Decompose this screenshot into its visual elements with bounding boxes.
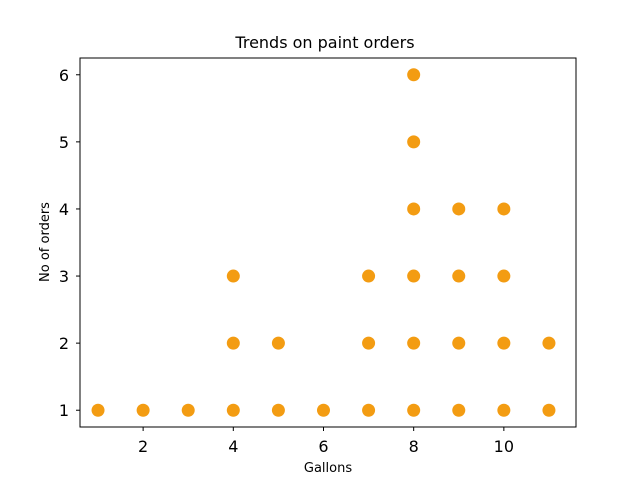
data-point — [497, 202, 511, 216]
data-point — [452, 336, 466, 350]
x-tick-label: 4 — [228, 437, 238, 456]
data-point — [452, 269, 466, 283]
chart-title: Trends on paint orders — [234, 33, 414, 52]
x-tick-label: 10 — [494, 437, 514, 456]
data-point — [407, 135, 421, 149]
data-point — [271, 336, 285, 350]
data-point — [407, 403, 421, 417]
plot-area-frame — [79, 57, 577, 428]
x-tick-label: 6 — [318, 437, 328, 456]
x-tick-label: 2 — [138, 437, 148, 456]
data-point — [226, 336, 240, 350]
y-axis-ticks: 1 2 3 4 5 6 — [59, 66, 80, 420]
y-tick-label: 3 — [59, 267, 69, 286]
data-point — [497, 269, 511, 283]
data-point — [316, 403, 330, 417]
data-point — [497, 336, 511, 350]
x-axis-ticks: 2 4 6 8 10 — [138, 427, 514, 456]
y-tick-label: 5 — [59, 133, 69, 152]
y-tick-label: 2 — [59, 334, 69, 353]
data-point — [407, 336, 421, 350]
data-point — [407, 68, 421, 82]
data-point — [542, 403, 556, 417]
data-point — [452, 202, 466, 216]
data-point — [407, 269, 421, 283]
data-point — [362, 336, 376, 350]
data-point — [542, 336, 556, 350]
data-point — [271, 403, 285, 417]
data-point — [362, 403, 376, 417]
data-point — [452, 403, 466, 417]
y-tick-label: 4 — [59, 200, 69, 219]
data-point — [362, 269, 376, 283]
data-points — [91, 68, 556, 417]
y-tick-label: 1 — [59, 401, 69, 420]
data-point — [226, 269, 240, 283]
data-point — [181, 403, 195, 417]
data-point — [407, 202, 421, 216]
y-axis-label: No of orders — [38, 202, 53, 282]
data-point — [226, 403, 240, 417]
y-tick-label: 6 — [59, 66, 69, 85]
data-point — [136, 403, 150, 417]
data-point — [497, 403, 511, 417]
x-tick-label: 8 — [409, 437, 419, 456]
data-point — [91, 403, 105, 417]
x-axis-label: Gallons — [304, 461, 352, 476]
